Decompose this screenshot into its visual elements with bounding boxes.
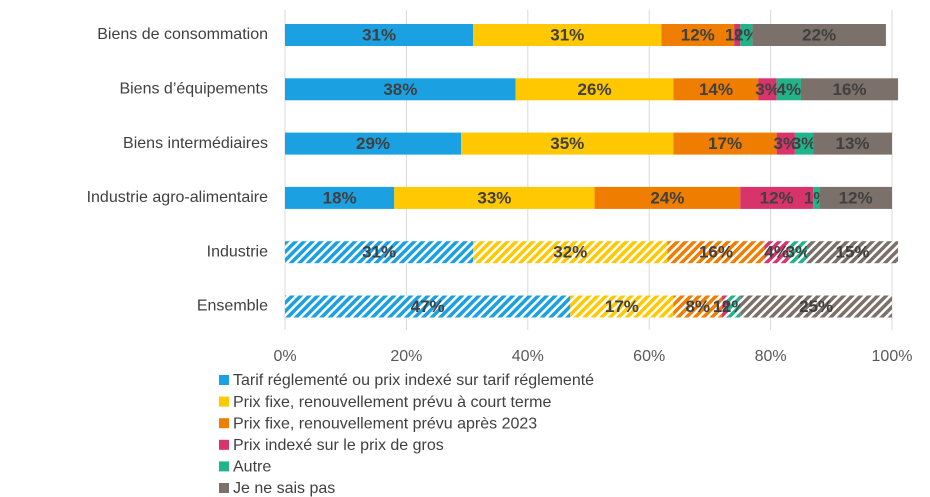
y-tick-label: Industrie agro-alimentaire — [87, 189, 269, 206]
data-label: 16% — [699, 243, 733, 262]
bar-segment — [776, 132, 795, 155]
bar-segment — [800, 78, 899, 101]
data-label: 3% — [755, 80, 780, 99]
bar-segment — [394, 186, 595, 209]
data-label: 16% — [832, 80, 866, 99]
data-label: 32% — [553, 243, 587, 262]
x-tick-label: 20% — [390, 348, 422, 365]
legend-swatch — [219, 418, 229, 429]
bar-segment — [673, 78, 759, 101]
data-label: 47% — [411, 297, 445, 316]
data-label: 4% — [764, 243, 789, 262]
data-label: 8% — [685, 297, 710, 316]
bar-segment — [794, 132, 814, 155]
data-label: 18% — [323, 188, 357, 207]
y-tick-label: Ensemble — [197, 298, 268, 315]
x-tick-label: 60% — [633, 348, 665, 365]
data-label: 26% — [578, 80, 612, 99]
bar-segment — [813, 132, 892, 155]
bar-segment — [667, 241, 765, 264]
x-tick-label: 0% — [273, 348, 296, 365]
data-label: 15% — [836, 243, 870, 262]
y-tick-label: Industrie — [207, 243, 268, 260]
data-label: 3% — [792, 134, 817, 153]
data-label: 17% — [708, 134, 742, 153]
bar-segment — [788, 241, 808, 264]
bar-segment — [734, 24, 741, 46]
legend-swatch — [219, 461, 229, 472]
data-label: 12% — [681, 25, 715, 44]
data-label: 12% — [839, 188, 873, 207]
bar-segment — [728, 295, 741, 318]
data-label: 14% — [699, 80, 733, 99]
bar-segment — [807, 241, 899, 264]
data-label: 13% — [836, 134, 870, 153]
x-tick-label: 40% — [512, 348, 544, 365]
legend-swatch — [219, 439, 229, 450]
bar-segment — [740, 186, 814, 209]
x-tick-label: 80% — [755, 348, 787, 365]
bar-segment — [764, 241, 789, 264]
data-label: 24% — [650, 188, 684, 207]
bar-segment — [740, 295, 892, 318]
x-tick-label: 100% — [872, 348, 913, 365]
legend-swatch — [219, 396, 229, 407]
bar-segment — [285, 241, 474, 264]
bar-segment — [285, 132, 462, 155]
data-label: 25% — [799, 297, 833, 316]
legend-swatch — [219, 483, 229, 493]
legend-label: Prix fixe, renouvellement prévu à court … — [233, 394, 551, 411]
bar-segment — [661, 24, 735, 46]
bar-segment — [461, 132, 674, 155]
data-label: 29% — [356, 134, 390, 153]
data-label: 31% — [362, 243, 396, 262]
data-label: 3% — [773, 134, 798, 153]
bar-segment — [722, 295, 729, 318]
legend-label: Tarif réglementé ou prix indexé sur tari… — [233, 372, 594, 389]
data-label: 38% — [383, 80, 417, 99]
bar-segment — [515, 78, 674, 101]
y-tick-label: Biens d’équipements — [119, 81, 268, 98]
bar-segment — [594, 186, 741, 209]
bar-segment — [776, 78, 801, 101]
data-label: 12% — [760, 188, 794, 207]
bar-segment — [758, 78, 777, 101]
legend-label: Prix fixe, renouvellement prévu après 20… — [233, 415, 537, 432]
legend-label: Je ne sais pas — [233, 480, 335, 497]
bar-segment — [285, 24, 474, 46]
bar-segment — [570, 295, 674, 318]
data-label: 3% — [786, 243, 811, 262]
bar-segment — [740, 24, 753, 46]
bar-segment — [819, 186, 892, 209]
data-label: 22% — [802, 25, 836, 44]
legend-label: Autre — [233, 459, 271, 476]
bar-segment — [473, 241, 668, 264]
bar-segment — [752, 24, 886, 46]
y-tick-label: Biens intermédiaires — [123, 135, 268, 152]
bar-segment — [285, 295, 571, 318]
legend-swatch — [219, 375, 229, 385]
bar-segment — [473, 24, 662, 46]
bar-segment — [813, 186, 820, 209]
bar-segment — [285, 186, 395, 209]
data-label: 31% — [550, 25, 584, 44]
data-label: 17% — [605, 297, 639, 316]
data-label: 33% — [477, 188, 511, 207]
data-label: 4% — [777, 80, 802, 99]
bar-segment — [673, 295, 723, 318]
legend-label: Prix indexé sur le prix de gros — [233, 437, 444, 454]
bar-segment — [285, 78, 516, 101]
data-label: 31% — [362, 25, 396, 44]
data-label: 35% — [550, 134, 584, 153]
bar-segment — [673, 132, 777, 155]
y-tick-label: Biens de consommation — [97, 26, 268, 43]
